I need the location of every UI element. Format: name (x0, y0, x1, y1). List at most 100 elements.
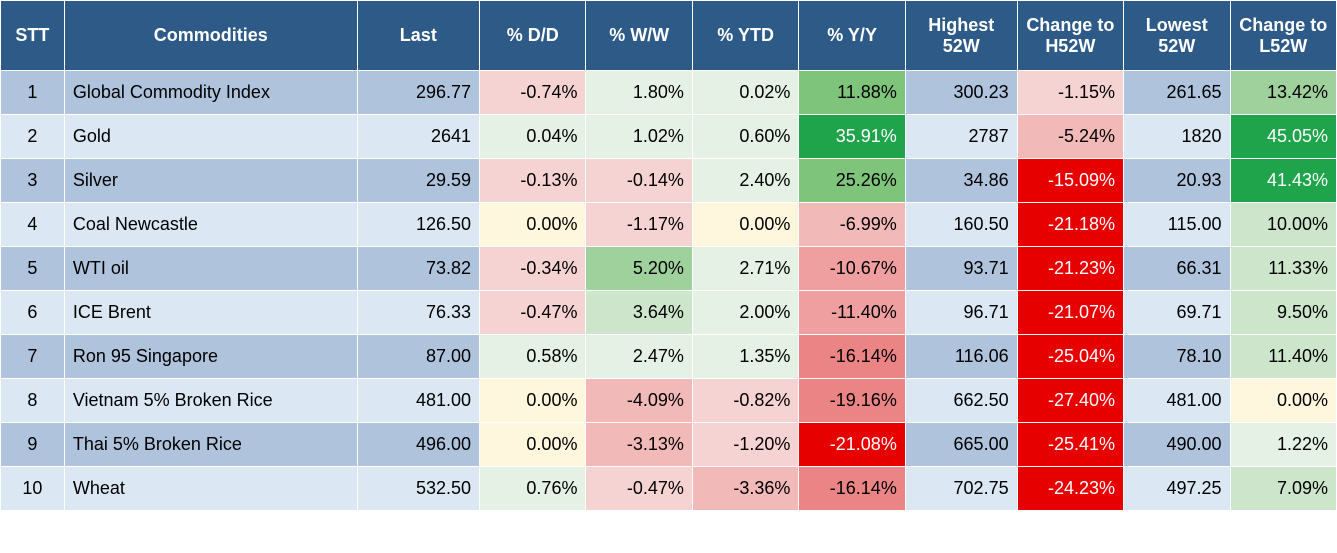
commodities-table: STTCommoditiesLast% D/D% W/W% YTD% Y/YHi… (0, 0, 1337, 511)
cell: 7.09% (1230, 467, 1337, 511)
cell: 296.77 (357, 71, 479, 115)
table-row: 9Thai 5% Broken Rice496.000.00%-3.13%-1.… (1, 423, 1337, 467)
col-header: % Y/Y (799, 1, 905, 71)
cell: 0.00% (480, 379, 586, 423)
cell: -3.13% (586, 423, 692, 467)
cell: -27.40% (1017, 379, 1123, 423)
cell: 0.58% (480, 335, 586, 379)
cell: 87.00 (357, 335, 479, 379)
col-header: Last (357, 1, 479, 71)
cell: 115.00 (1124, 203, 1230, 247)
cell: 496.00 (357, 423, 479, 467)
cell: 160.50 (905, 203, 1017, 247)
cell: 481.00 (1124, 379, 1230, 423)
cell: 1820 (1124, 115, 1230, 159)
cell: Vietnam 5% Broken Rice (64, 379, 357, 423)
cell: ICE Brent (64, 291, 357, 335)
table-row: 4Coal Newcastle126.500.00%-1.17%0.00%-6.… (1, 203, 1337, 247)
cell: -0.14% (586, 159, 692, 203)
cell: 1.22% (1230, 423, 1337, 467)
cell: 2641 (357, 115, 479, 159)
cell: 0.02% (692, 71, 798, 115)
cell: 300.23 (905, 71, 1017, 115)
table-header-row: STTCommoditiesLast% D/D% W/W% YTD% Y/YHi… (1, 1, 1337, 71)
cell: Wheat (64, 467, 357, 511)
col-header: % YTD (692, 1, 798, 71)
cell: 0.00% (692, 203, 798, 247)
cell: 34.86 (905, 159, 1017, 203)
cell: 662.50 (905, 379, 1017, 423)
cell: -5.24% (1017, 115, 1123, 159)
cell: -21.07% (1017, 291, 1123, 335)
cell: -21.18% (1017, 203, 1123, 247)
cell: 4 (1, 203, 65, 247)
cell: Silver (64, 159, 357, 203)
cell: -3.36% (692, 467, 798, 511)
cell: -0.47% (586, 467, 692, 511)
cell: 0.76% (480, 467, 586, 511)
cell: 11.33% (1230, 247, 1337, 291)
cell: -19.16% (799, 379, 905, 423)
cell: 9.50% (1230, 291, 1337, 335)
cell: 25.26% (799, 159, 905, 203)
cell: 0.60% (692, 115, 798, 159)
col-header: Change to L52W (1230, 1, 1337, 71)
cell: 665.00 (905, 423, 1017, 467)
cell: 6 (1, 291, 65, 335)
cell: 2.00% (692, 291, 798, 335)
cell: 7 (1, 335, 65, 379)
table-row: 5WTI oil73.82-0.34%5.20%2.71%-10.67%93.7… (1, 247, 1337, 291)
col-header: STT (1, 1, 65, 71)
cell: 126.50 (357, 203, 479, 247)
cell: -0.74% (480, 71, 586, 115)
cell: -25.04% (1017, 335, 1123, 379)
cell: 66.31 (1124, 247, 1230, 291)
cell: 261.65 (1124, 71, 1230, 115)
cell: 2.47% (586, 335, 692, 379)
col-header: % W/W (586, 1, 692, 71)
cell: 45.05% (1230, 115, 1337, 159)
cell: -6.99% (799, 203, 905, 247)
col-header: % D/D (480, 1, 586, 71)
cell: 93.71 (905, 247, 1017, 291)
cell: -11.40% (799, 291, 905, 335)
cell: -0.47% (480, 291, 586, 335)
cell: 2 (1, 115, 65, 159)
cell: Gold (64, 115, 357, 159)
cell: Coal Newcastle (64, 203, 357, 247)
cell: 10 (1, 467, 65, 511)
cell: 3 (1, 159, 65, 203)
cell: 2.71% (692, 247, 798, 291)
cell: 78.10 (1124, 335, 1230, 379)
cell: -0.34% (480, 247, 586, 291)
cell: 9 (1, 423, 65, 467)
cell: Ron 95 Singapore (64, 335, 357, 379)
cell: 1.35% (692, 335, 798, 379)
cell: 0.00% (480, 423, 586, 467)
cell: 481.00 (357, 379, 479, 423)
cell: 5.20% (586, 247, 692, 291)
col-header: Commodities (64, 1, 357, 71)
cell: 0.04% (480, 115, 586, 159)
table-row: 10Wheat532.500.76%-0.47%-3.36%-16.14%702… (1, 467, 1337, 511)
cell: -10.67% (799, 247, 905, 291)
cell: 20.93 (1124, 159, 1230, 203)
table-row: 1Global Commodity Index296.77-0.74%1.80%… (1, 71, 1337, 115)
cell: -21.08% (799, 423, 905, 467)
cell: Global Commodity Index (64, 71, 357, 115)
cell: -1.15% (1017, 71, 1123, 115)
table-row: 6ICE Brent76.33-0.47%3.64%2.00%-11.40%96… (1, 291, 1337, 335)
cell: -16.14% (799, 335, 905, 379)
cell: -24.23% (1017, 467, 1123, 511)
cell: -4.09% (586, 379, 692, 423)
cell: 5 (1, 247, 65, 291)
cell: 29.59 (357, 159, 479, 203)
cell: 3.64% (586, 291, 692, 335)
table-row: 7Ron 95 Singapore87.000.58%2.47%1.35%-16… (1, 335, 1337, 379)
cell: 1.80% (586, 71, 692, 115)
cell: -25.41% (1017, 423, 1123, 467)
col-header: Highest 52W (905, 1, 1017, 71)
cell: 96.71 (905, 291, 1017, 335)
cell: 11.88% (799, 71, 905, 115)
table-row: 2Gold26410.04%1.02%0.60%35.91%2787-5.24%… (1, 115, 1337, 159)
